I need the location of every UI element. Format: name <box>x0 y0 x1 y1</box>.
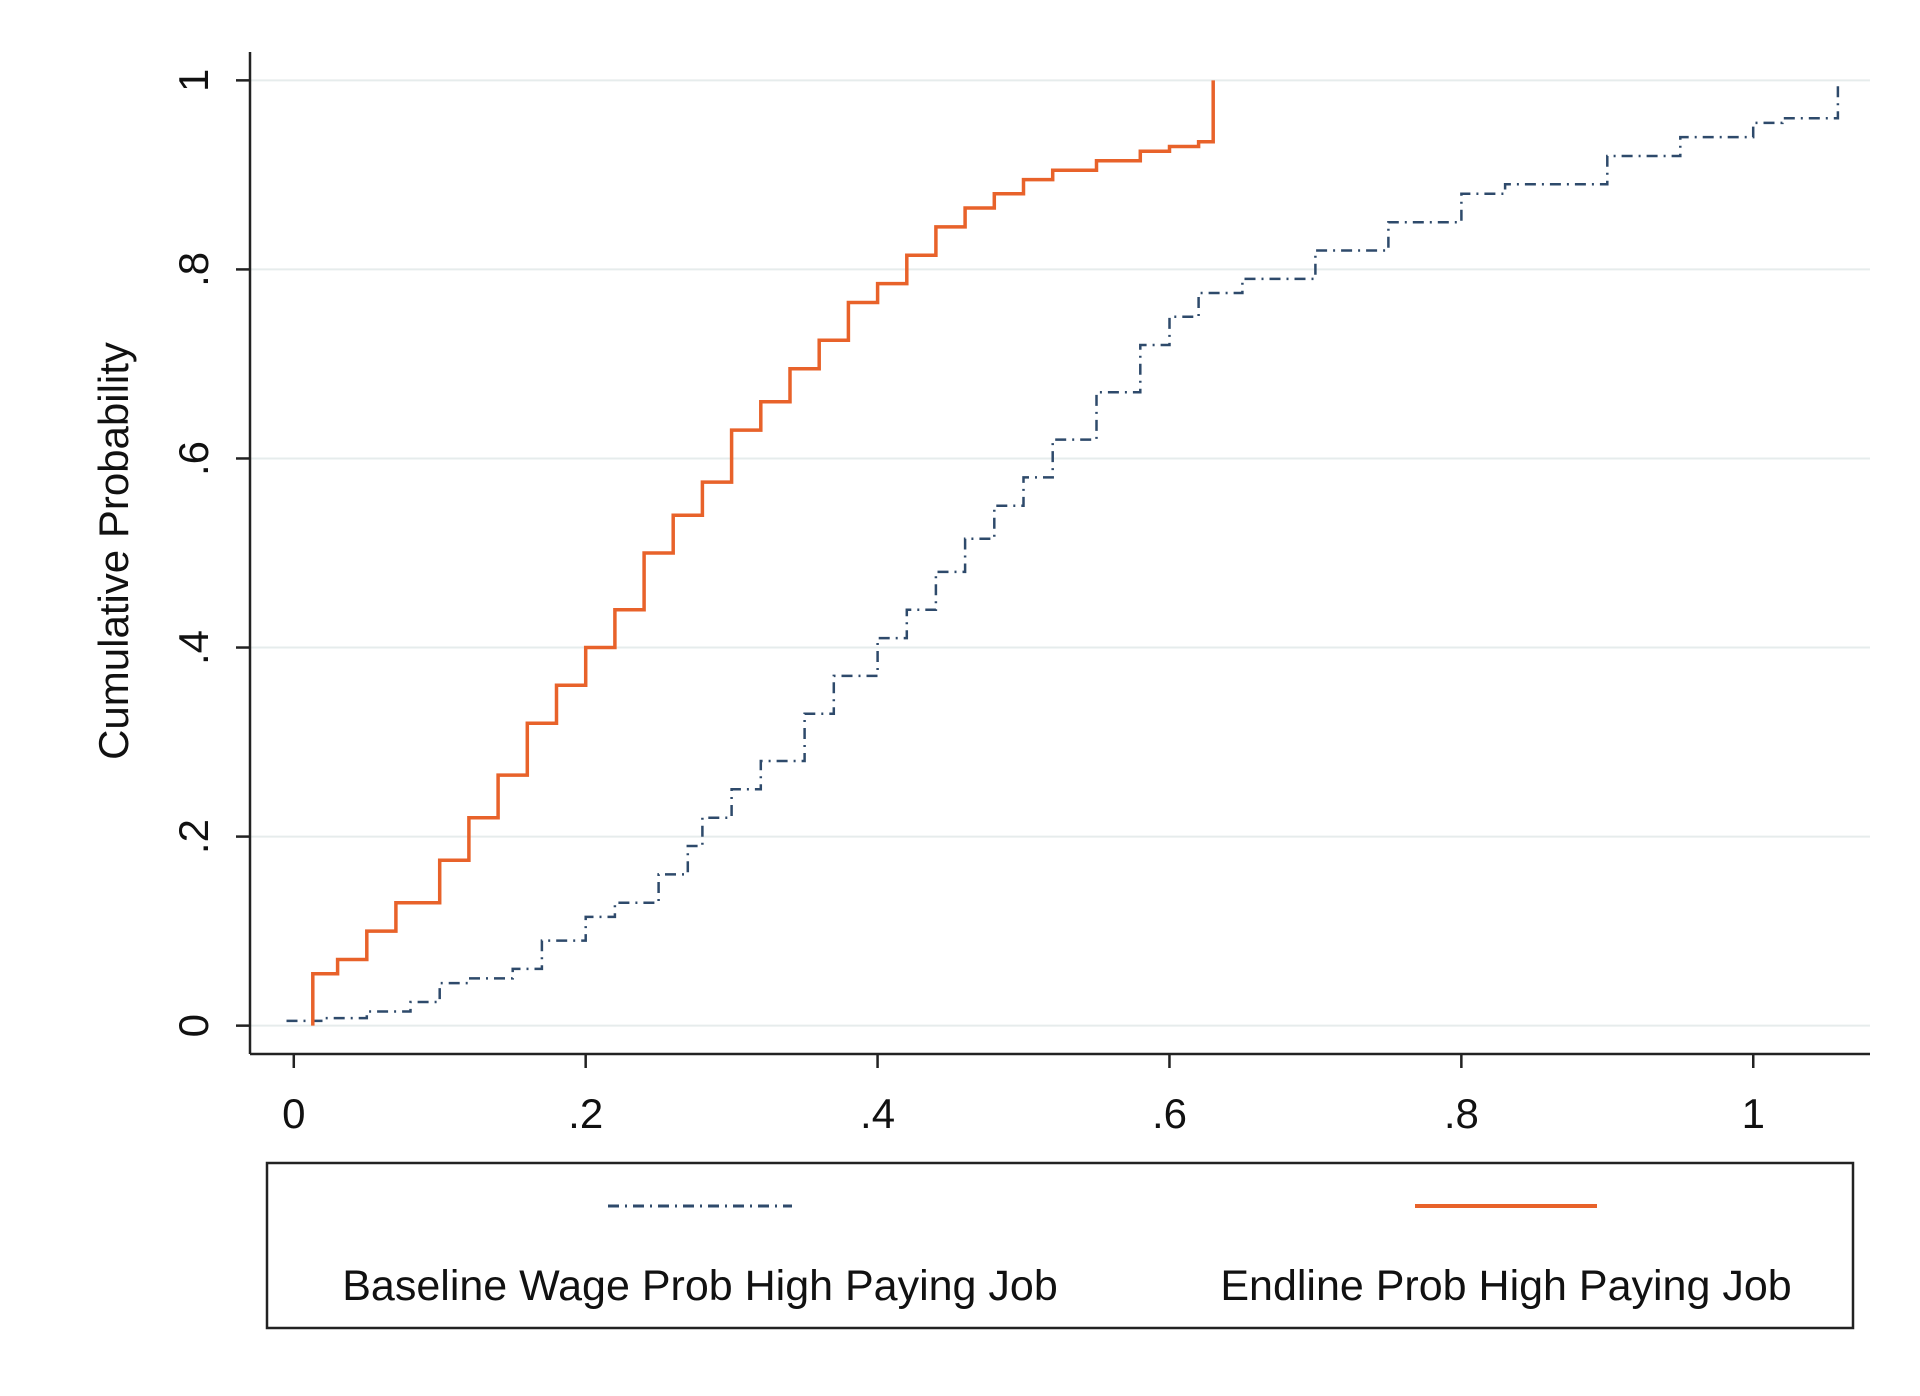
y-axis-ticks: 0 .2 .4 .6 .8 1 <box>170 69 250 1037</box>
y-tick-label-3: .6 <box>170 441 217 476</box>
x-tick-label-4: .8 <box>1444 1090 1479 1137</box>
legend-box <box>265 1161 1855 1330</box>
y-tick-label-2: .4 <box>170 630 217 665</box>
x-tick-label-1: .2 <box>568 1090 603 1137</box>
y-tick-label-5: 1 <box>170 69 217 92</box>
x-tick-label-0: 0 <box>282 1090 305 1137</box>
y-tick-label-4: .8 <box>170 252 217 287</box>
legend-label-endline: Endline Prob High Paying Job <box>1220 1262 1791 1310</box>
series-line-baseline <box>286 85 1840 1023</box>
y-tick-label-1: .2 <box>170 819 217 854</box>
x-tick-label-3: .6 <box>1152 1090 1187 1137</box>
series-line-endline <box>311 80 1215 1026</box>
series-layer <box>286 80 1840 1026</box>
y-axis-title: Cumulative Probability <box>90 342 137 760</box>
legend-label-baseline: Baseline Wage Prob High Paying Job <box>342 1262 1057 1310</box>
y-tick-label-0: 0 <box>170 1014 217 1037</box>
x-tick-label-2: .4 <box>860 1090 895 1137</box>
gridlines <box>250 79 1870 1027</box>
x-axis-ticks: 0 .2 .4 .6 .8 1 <box>282 1054 1765 1137</box>
legend: Baseline Wage Prob High Paying Job Endli… <box>265 1161 1855 1330</box>
x-tick-label-5: 1 <box>1742 1090 1765 1137</box>
